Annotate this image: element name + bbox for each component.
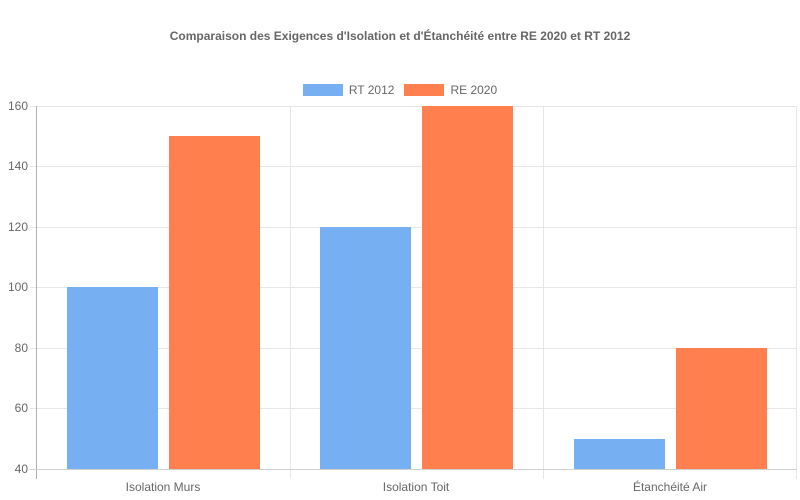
x-tick-label: Isolation Murs <box>125 480 201 494</box>
y-tick-label: 160 <box>7 99 28 113</box>
chart-title: Comparaison des Exigences d'Isolation et… <box>169 29 631 43</box>
legend-swatch-rt2012 <box>302 84 343 96</box>
gridline-v-3 <box>796 106 797 479</box>
legend: RT 2012 RE 2020 <box>0 83 800 97</box>
gridline-80 <box>30 348 797 349</box>
x-tick-label: Étanchéité Air <box>632 480 708 494</box>
y-tick-label: 100 <box>7 280 28 294</box>
gridline-v-2 <box>543 106 544 479</box>
gridline-v-1 <box>290 106 291 479</box>
legend-item-re2020[interactable]: RE 2020 <box>404 83 497 97</box>
bar-rt2012-etancheite-air[interactable] <box>574 439 665 469</box>
legend-swatch-re2020 <box>404 84 445 96</box>
gridline-120 <box>30 227 797 228</box>
gridline-160 <box>30 106 797 107</box>
bar-rt2012-isolation-toit[interactable] <box>320 227 411 469</box>
bar-re2020-isolation-murs[interactable] <box>169 136 260 469</box>
gridline-100 <box>30 287 797 288</box>
bar-re2020-isolation-toit[interactable] <box>422 106 513 469</box>
bar-rt2012-isolation-murs[interactable] <box>67 287 158 469</box>
gridline-60 <box>30 408 797 409</box>
gridline-140 <box>30 166 797 167</box>
x-tick-label: Isolation Toit <box>382 480 450 494</box>
y-axis <box>36 106 37 479</box>
y-tick-label: 120 <box>7 220 28 234</box>
legend-label-re2020: RE 2020 <box>450 83 498 97</box>
bar-re2020-etancheite-air[interactable] <box>676 348 767 469</box>
legend-item-rt2012[interactable]: RT 2012 <box>302 83 395 97</box>
y-tick-label: 60 <box>14 401 28 415</box>
y-tick-label: 80 <box>14 341 28 355</box>
y-tick-label: 140 <box>7 159 28 173</box>
x-axis <box>30 469 797 470</box>
legend-label-rt2012: RT 2012 <box>348 83 395 97</box>
y-tick-label: 40 <box>14 462 28 476</box>
